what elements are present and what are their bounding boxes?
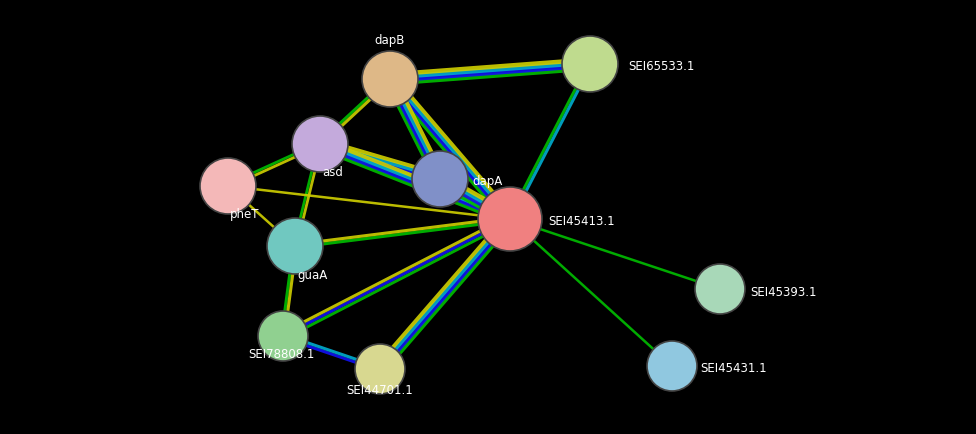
Text: SEI65533.1: SEI65533.1	[628, 60, 694, 73]
Text: SEI45413.1: SEI45413.1	[548, 215, 615, 228]
Circle shape	[355, 344, 405, 394]
Circle shape	[478, 187, 542, 251]
Circle shape	[647, 341, 697, 391]
Circle shape	[362, 52, 418, 108]
Text: asd: asd	[322, 166, 343, 179]
Circle shape	[258, 311, 308, 361]
Text: SEI78808.1: SEI78808.1	[248, 348, 314, 361]
Text: dapB: dapB	[375, 34, 405, 47]
Circle shape	[267, 218, 323, 274]
Text: guaA: guaA	[297, 268, 327, 281]
Circle shape	[695, 264, 745, 314]
Text: SEI45431.1: SEI45431.1	[700, 362, 766, 375]
Text: SEI45393.1: SEI45393.1	[750, 285, 817, 298]
Circle shape	[292, 117, 348, 173]
Circle shape	[412, 151, 468, 207]
Circle shape	[562, 37, 618, 93]
Text: pheT: pheT	[230, 208, 260, 221]
Text: dapA: dapA	[472, 175, 503, 188]
Circle shape	[200, 159, 256, 214]
Text: SEI44701.1: SEI44701.1	[346, 383, 414, 396]
